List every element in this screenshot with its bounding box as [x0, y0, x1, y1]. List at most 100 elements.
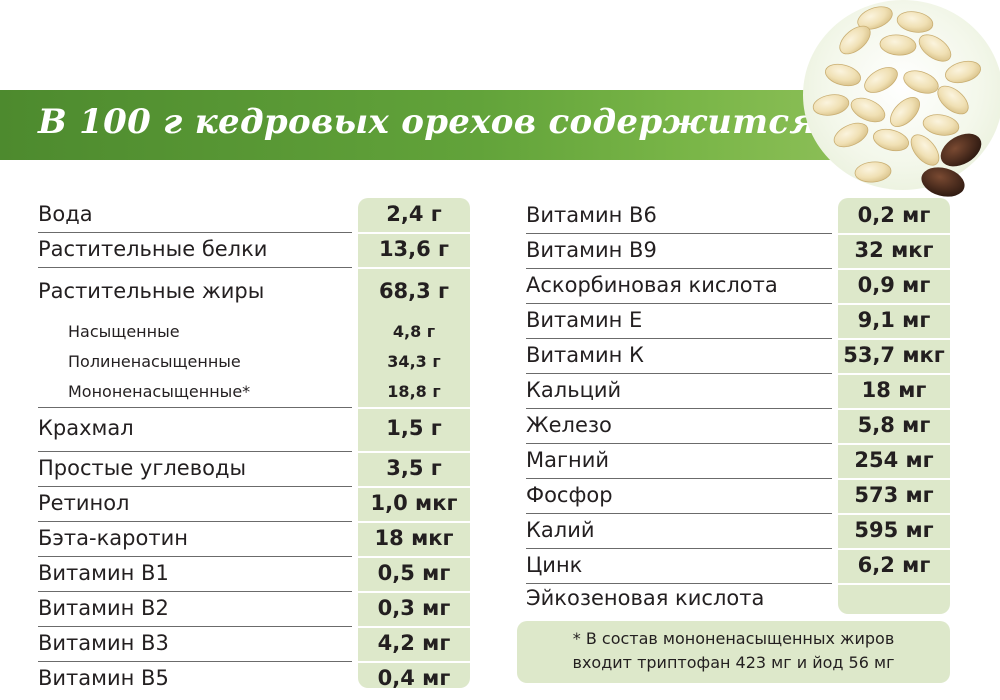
- table-row: Витамин Е 9,1 мг: [526, 303, 950, 338]
- nutrient-label: Мононенасыщенные*: [68, 382, 251, 401]
- row-divider: [38, 232, 352, 233]
- table-row: Магний 254 мг: [526, 443, 950, 478]
- nutrient-label: Витамин Е: [526, 307, 643, 332]
- pine-nut-kernel-icon: [854, 161, 892, 183]
- nutrient-label: Вода: [38, 202, 93, 226]
- nutrient-value: 18 мг: [861, 377, 927, 402]
- row-divider: [358, 626, 470, 628]
- row-divider: [838, 233, 950, 235]
- row-divider: [838, 478, 950, 480]
- nutrient-label: Аскорбиновая кислота: [526, 272, 778, 297]
- table-row: Витамин К 53,7 мкг: [526, 338, 950, 373]
- nutrient-value: 9,1 мг: [857, 307, 931, 332]
- nutrient-label: Крахмал: [38, 416, 134, 440]
- table-row: Простые углеводы 3,5 г: [38, 451, 470, 486]
- table-row: Растительные жиры 68,3 г: [38, 267, 470, 317]
- row-divider: [526, 233, 832, 234]
- footnote: * В состав мононенасыщенных жиров входит…: [517, 621, 950, 683]
- pine-nut-kernel-icon: [896, 11, 934, 33]
- pine-nut-kernel-icon: [839, 25, 871, 55]
- nutrient-value: 4,8 г: [392, 322, 436, 341]
- title-banner: [0, 90, 870, 160]
- pine-nut-kernel-icon: [922, 114, 960, 136]
- table-row: Витамин В2 0,3 мг: [38, 591, 470, 626]
- row-divider: [526, 548, 832, 549]
- pine-nut-kernel-icon: [833, 122, 869, 148]
- row-divider: [838, 338, 950, 340]
- pine-nut-shell-icon: [940, 133, 982, 167]
- pine-nut-kernel-icon: [890, 97, 920, 127]
- row-divider: [838, 443, 950, 445]
- row-divider: [838, 373, 950, 375]
- table-row: Витамин В5 0,4 мг: [38, 661, 470, 696]
- nutrient-value: 1,0 мкг: [370, 490, 458, 515]
- nutrient-label: Витамин В1: [38, 560, 169, 585]
- row-divider: [358, 556, 470, 558]
- nutrient-label: Витамин В3: [38, 630, 169, 655]
- pine-nut-kernel-icon: [850, 97, 886, 123]
- table-row: Мононенасыщенные* 18,8 г: [38, 377, 470, 407]
- pine-nut-kernel-icon: [864, 67, 898, 93]
- row-divider: [358, 521, 470, 523]
- pine-nut-kernel-icon: [857, 6, 893, 30]
- nutrient-value: 1,5 г: [386, 416, 442, 440]
- nutrient-value: 254 мг: [854, 447, 934, 472]
- row-divider: [38, 661, 352, 662]
- page-title: В 100 г кедровых орехов содержится:: [38, 102, 830, 142]
- footnote-line-2: входит триптофан 423 мг и йод 56 мг: [572, 653, 895, 672]
- nutrient-label: Простые углеводы: [38, 455, 247, 480]
- table-row: Витамин В9 32 мкг: [526, 233, 950, 268]
- table-row: Калий 595 мг: [526, 513, 950, 548]
- nutrient-label: Бэта-каротин: [38, 525, 188, 550]
- row-divider: [526, 338, 832, 339]
- nutrient-label: Витамин В2: [38, 595, 169, 620]
- nutrient-label: Ретинол: [38, 490, 130, 515]
- nutrient-value: 3,5 г: [386, 455, 442, 480]
- table-row: Витамин В3 4,2 мг: [38, 626, 470, 661]
- row-divider: [38, 521, 352, 522]
- nutrient-value: 0,9 мг: [857, 272, 931, 297]
- table-row: Витамин В6 0,2 мг: [526, 198, 950, 233]
- pine-nut-kernel-icon: [873, 128, 909, 152]
- pine-nuts-icon: [812, 6, 982, 197]
- left-nutrient-table: Вода 2,4 г Растительные белки 13,6 г Растите…: [38, 198, 470, 690]
- row-divider: [526, 513, 832, 514]
- pine-nut-kernel-icon: [910, 134, 940, 166]
- nutrient-label: Железо: [526, 412, 612, 437]
- nutrient-value: 32 мкг: [854, 237, 934, 262]
- table-row: Витамин В1 0,5 мг: [38, 556, 470, 591]
- nutrient-value: 0,3 мг: [377, 595, 451, 620]
- nutrient-value: 53,7 мкг: [843, 342, 945, 367]
- nutrient-label: Эйкозеновая кислота: [526, 585, 765, 610]
- nutrient-value: 5,8 мг: [857, 412, 931, 437]
- row-divider: [358, 232, 470, 234]
- row-divider: [838, 548, 950, 550]
- row-divider: [526, 583, 832, 584]
- nutrient-label: Витамин В9: [526, 237, 657, 262]
- row-divider: [358, 407, 470, 409]
- right-value-column: [838, 198, 950, 614]
- nutrient-label: Цинк: [526, 552, 583, 577]
- footnote-line-1: * В состав мононенасыщенных жиров: [572, 629, 895, 648]
- nutrient-label: Полиненасыщенные: [68, 352, 241, 371]
- row-divider: [38, 407, 352, 408]
- pine-nut-kernel-icon: [879, 34, 917, 56]
- nutrient-label: Магний: [526, 447, 610, 472]
- nutrient-label: Растительные белки: [38, 236, 268, 261]
- pine-nut-shell-icon: [921, 167, 965, 197]
- row-divider: [838, 583, 950, 585]
- nutrient-value: 34,3 г: [387, 352, 441, 371]
- table-row: Ретинол 1,0 мкг: [38, 486, 470, 521]
- row-divider: [838, 268, 950, 270]
- nutrient-value: 6,2 мг: [857, 552, 931, 577]
- nutrient-label: Витамин К: [526, 342, 644, 367]
- nutrient-label: Витамин В6: [526, 202, 657, 227]
- row-divider: [526, 373, 832, 374]
- table-row: Вода 2,4 г: [38, 198, 470, 232]
- row-divider: [526, 443, 832, 444]
- nutrient-label: Витамин В5: [38, 665, 169, 690]
- row-divider: [38, 486, 352, 487]
- pine-nut-kernel-icon: [903, 70, 939, 94]
- row-divider: [526, 408, 832, 409]
- nutrient-value: 0,2 мг: [857, 202, 931, 227]
